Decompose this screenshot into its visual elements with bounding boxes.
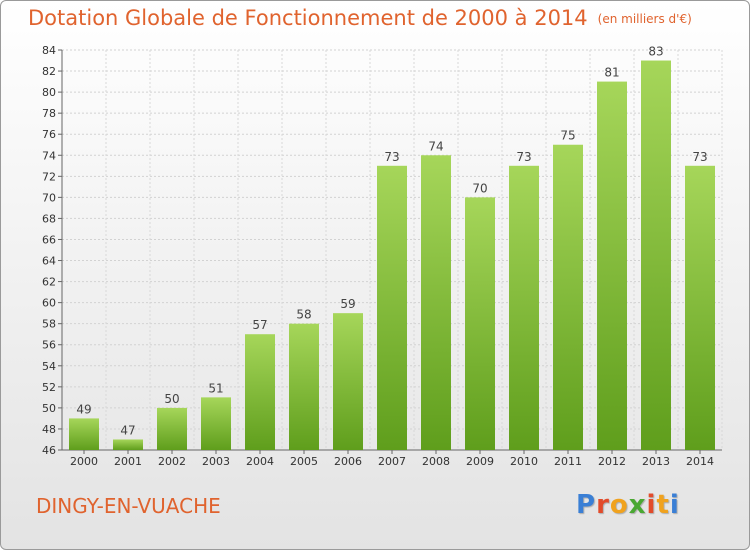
- data-label: 58: [296, 308, 311, 322]
- y-tick-label: 66: [42, 233, 56, 246]
- logo-letter: o: [609, 490, 629, 520]
- y-tick-label: 76: [42, 128, 56, 141]
- x-tick-label: 2005: [290, 455, 318, 468]
- x-tick-label: 2010: [510, 455, 538, 468]
- y-tick-label: 68: [42, 212, 56, 225]
- y-tick-label: 58: [42, 318, 56, 331]
- proxiti-logo: Proxiti: [576, 490, 680, 520]
- bar: [333, 313, 363, 450]
- chart-unit-label: (en milliers d'€): [597, 12, 692, 26]
- y-tick-label: 78: [42, 107, 56, 120]
- x-tick-label: 2013: [642, 455, 670, 468]
- bar: [201, 397, 231, 450]
- data-label: 75: [560, 129, 575, 143]
- y-tick-label: 70: [42, 191, 56, 204]
- logo-letter: P: [576, 490, 597, 520]
- bar: [289, 323, 319, 450]
- data-label: 51: [208, 381, 223, 395]
- y-tick-label: 54: [42, 360, 56, 373]
- x-tick-label: 2014: [686, 455, 714, 468]
- x-tick-label: 2007: [378, 455, 406, 468]
- logo-letter: i: [646, 490, 657, 520]
- bar: [685, 165, 715, 450]
- y-tick-label: 48: [42, 423, 56, 436]
- x-tick-label: 2001: [114, 455, 142, 468]
- y-tick-label: 72: [42, 170, 56, 183]
- y-tick-label: 74: [42, 149, 56, 162]
- data-label: 49: [76, 402, 91, 416]
- logo-letter: x: [628, 490, 647, 520]
- axis-layer: 46 48 50 52 54 56 58 60 62 64 66 68 70 72 74 76 78 80 82 84…: [42, 44, 722, 468]
- y-tick-label: 46: [42, 444, 56, 457]
- bar: [641, 60, 671, 451]
- data-label: 83: [648, 45, 663, 59]
- y-tick-label: 60: [42, 297, 56, 310]
- data-label: 73: [516, 150, 531, 164]
- bar: [597, 81, 627, 450]
- data-label: 47: [120, 423, 135, 437]
- x-tick-label: 2003: [202, 455, 230, 468]
- y-tick-label: 82: [42, 65, 56, 78]
- bar: [377, 165, 407, 450]
- y-tick-label: 62: [42, 276, 56, 289]
- bar-layer: [69, 60, 715, 451]
- chart-title: Dotation Globale de Fonctionnement de 20…: [28, 6, 692, 30]
- data-label: 57: [252, 318, 267, 332]
- y-tick-label: 56: [42, 339, 56, 352]
- x-tick-label: 2011: [554, 455, 582, 468]
- y-tick-label: 84: [42, 44, 56, 57]
- x-tick-label: 2006: [334, 455, 362, 468]
- y-tick-label: 64: [42, 255, 56, 268]
- bar: [509, 165, 539, 450]
- x-tick-label: 2008: [422, 455, 450, 468]
- y-tick-label: 52: [42, 381, 56, 394]
- x-tick-label: 2012: [598, 455, 626, 468]
- bar: [245, 334, 275, 450]
- y-tick-label: 50: [42, 402, 56, 415]
- label-layer: 49 47 50 51 57 58 59 73 74 70 73 75 81 83 73: [76, 45, 707, 438]
- chart-title-text: Dotation Globale de Fonctionnement de 20…: [28, 6, 588, 30]
- data-label: 74: [428, 139, 443, 153]
- data-label: 70: [472, 181, 487, 195]
- logo-letter: t: [656, 490, 670, 520]
- logo-letter: r: [596, 490, 610, 520]
- y-tick-label: 80: [42, 86, 56, 99]
- data-label: 73: [384, 150, 399, 164]
- data-label: 50: [164, 392, 179, 406]
- bar: [113, 439, 143, 450]
- data-label: 59: [340, 297, 355, 311]
- data-label: 73: [692, 150, 707, 164]
- bar: [157, 407, 187, 450]
- x-tick-label: 2009: [466, 455, 494, 468]
- bar: [553, 144, 583, 450]
- logo-letter: i: [669, 490, 680, 520]
- data-label: 81: [604, 66, 619, 80]
- bar: [465, 197, 495, 450]
- bar: [421, 155, 451, 450]
- x-tick-label: 2004: [246, 455, 274, 468]
- bar: [69, 418, 99, 450]
- grid-layer: [61, 49, 723, 451]
- x-tick-label: 2002: [158, 455, 186, 468]
- x-tick-label: 2000: [70, 455, 98, 468]
- place-name: DINGY-EN-VUACHE: [36, 494, 221, 518]
